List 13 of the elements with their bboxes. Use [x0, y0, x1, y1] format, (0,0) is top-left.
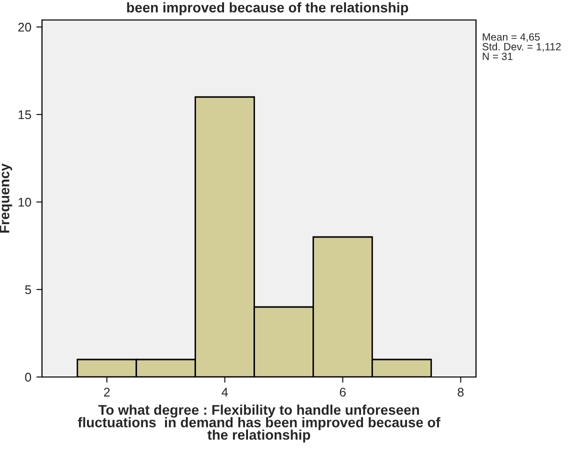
x-tick-label: 6	[340, 388, 346, 397]
x-tick-label: 4	[222, 388, 228, 396]
y-tick-label: 10	[18, 198, 32, 207]
x-tick-label: 8	[458, 388, 464, 397]
text: Mean = 4,65 Std. Dev. = 1,112 N = 31	[482, 33, 561, 60]
y-tick-label: 0	[25, 372, 32, 382]
chart-title: been improved because of the relationship	[127, 2, 408, 16]
y-tick-label: 5	[25, 285, 32, 294]
y-tick-label: 20	[18, 22, 32, 32]
y-tick-label: 15	[18, 110, 32, 120]
x-tick-label: 2	[104, 388, 110, 396]
x-axis-title: To what degree : Flexibility to handle unforeseen fluctuations in demand has been improved because of the relationship	[78, 404, 440, 443]
y-axis-title: Frequency	[0, 163, 12, 233]
